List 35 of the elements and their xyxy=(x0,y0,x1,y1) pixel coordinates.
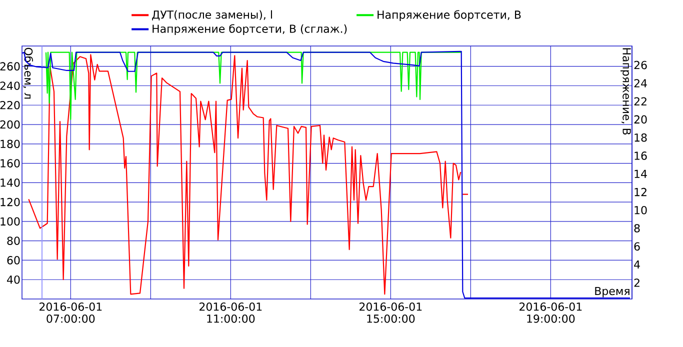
y-tick-label: 120 xyxy=(0,198,20,206)
y2-tick-label: 2 xyxy=(634,278,640,287)
y-tick-label: 220 xyxy=(0,100,20,110)
legend-label: Напряжение бортсети, В (сглаж.) xyxy=(152,24,347,36)
y2-axis-title: Напряжение, В xyxy=(620,48,631,135)
y-tick-label: 40 xyxy=(7,275,20,284)
y2-tick-label: 14 xyxy=(634,170,647,178)
y2-tick-label: 12 xyxy=(634,188,646,196)
y-tick-label: 60 xyxy=(7,256,20,264)
y-tick-label: 180 xyxy=(0,140,20,148)
y-tick-label: 140 xyxy=(0,178,20,187)
y2-tick-label: 4 xyxy=(634,260,640,269)
y-tick-label: 100 xyxy=(0,217,20,226)
legend-label: Напряжение бортсети, В xyxy=(378,10,521,21)
x-tick-label: 2016-06-01 11:00:00 xyxy=(200,302,262,323)
y-tick-label: 260 xyxy=(0,62,20,71)
y-tick-label: 240 xyxy=(0,82,20,90)
x-axis-title: Время xyxy=(595,286,630,298)
x-tick-label: 2016-06-01 19:00:00 xyxy=(520,302,582,323)
x-tick-label: 2016-06-01 15:00:00 xyxy=(360,302,422,323)
legend-label: ДУТ(после замены), l xyxy=(152,10,272,20)
y-tick-label: 200 xyxy=(0,120,20,129)
x-tick-label: 2016-06-01 07:00:00 xyxy=(40,302,102,323)
y2-tick-label: 6 xyxy=(634,242,640,251)
y2-tick-label: 24 xyxy=(634,79,647,88)
y2-tick-label: 26 xyxy=(634,60,647,70)
y-tick-label: 160 xyxy=(0,159,20,168)
y2-tick-label: 16 xyxy=(634,152,647,160)
y2-tick-label: 20 xyxy=(634,115,647,124)
y2-tick-label: 8 xyxy=(634,224,640,232)
y-tick-label: 80 xyxy=(7,236,20,245)
y2-tick-label: 22 xyxy=(634,97,646,106)
y-axis-title: Объем, л xyxy=(23,48,34,99)
y2-tick-label: 10 xyxy=(634,206,647,214)
y2-tick-label: 18 xyxy=(634,133,647,142)
